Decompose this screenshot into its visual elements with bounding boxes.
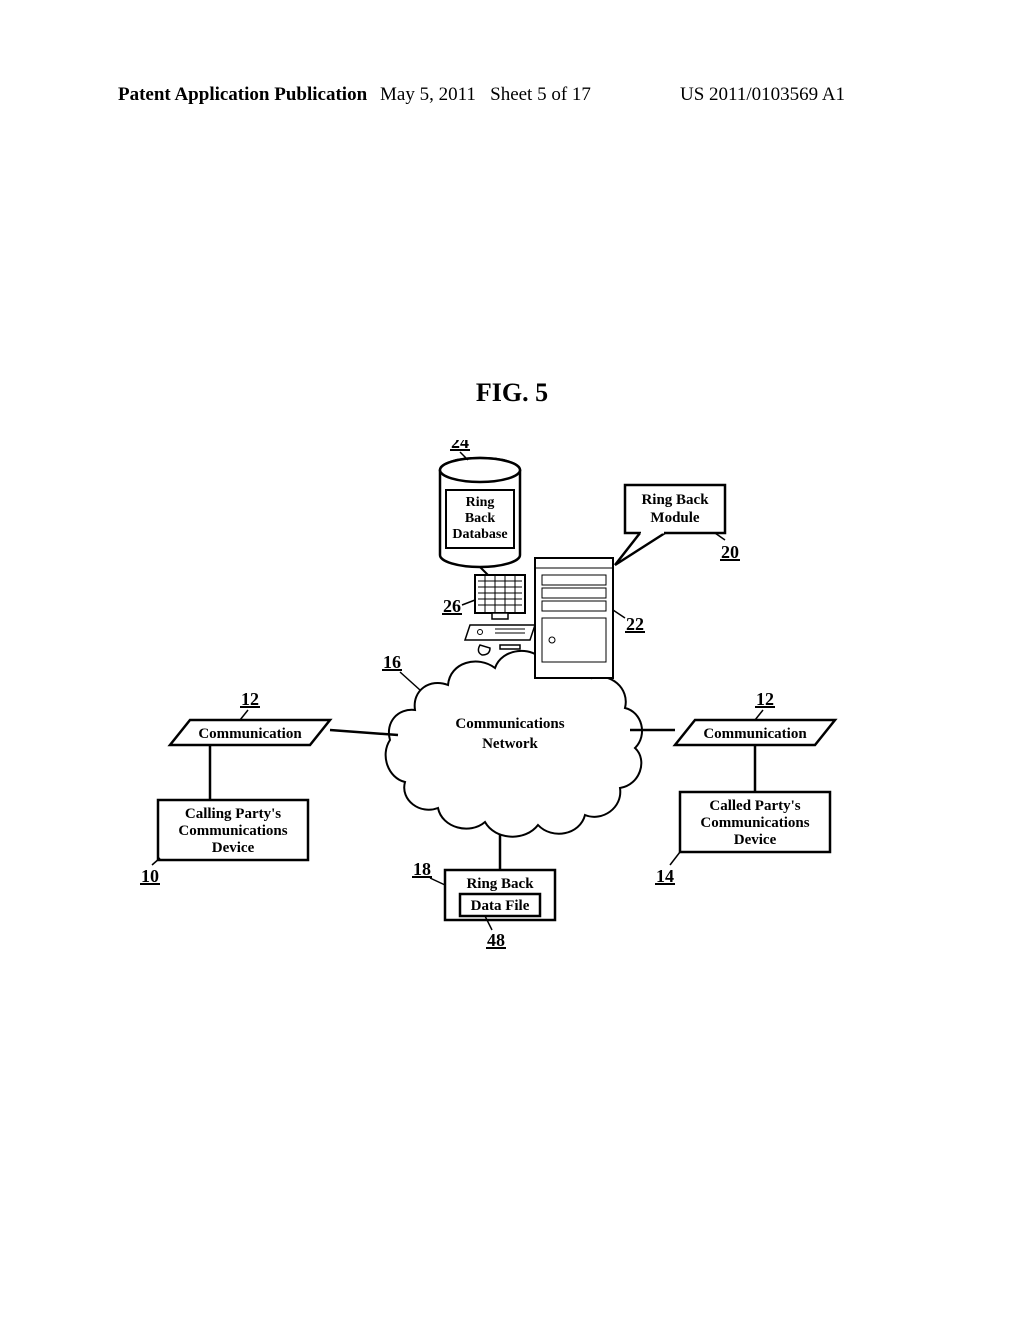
cloud-label-1: Communications xyxy=(455,716,564,732)
line-left-cloud xyxy=(330,730,398,735)
calling-label-l1: Calling Party's xyxy=(185,806,281,822)
db-label-l2: Back xyxy=(465,511,496,526)
diagram-container: Communications Network xyxy=(140,440,884,960)
db-label-l3: Database xyxy=(452,527,507,542)
header-date: May 5, 2011 xyxy=(380,84,476,105)
db-label-l1: Ring xyxy=(466,495,495,510)
called-label-l3: Device xyxy=(734,832,777,848)
datafile-label: Data File xyxy=(471,898,530,914)
header-publication: Patent Application Publication xyxy=(118,84,367,106)
module-label-l2: Module xyxy=(650,510,700,526)
figure-title: FIG. 5 xyxy=(0,378,1024,408)
calling-label-l2: Communications xyxy=(178,823,287,839)
header-date-sheet: May 5, 2011 Sheet 5 of 17 xyxy=(380,84,591,106)
calling-label-l3: Device xyxy=(212,840,255,856)
comm-right-label: Communication xyxy=(703,726,807,742)
called-label-l1: Called Party's xyxy=(709,798,800,814)
diagram-svg: Communications Network xyxy=(140,440,884,960)
comm-left-label: Communication xyxy=(198,726,302,742)
ringback-label: Ring Back xyxy=(466,876,534,892)
module-pointer xyxy=(615,533,665,565)
cloud-label-2: Network xyxy=(482,736,538,752)
header-sheet: Sheet 5 of 17 xyxy=(490,84,591,105)
header-pubnum: US 2011/0103569 A1 xyxy=(680,84,845,106)
server-computer xyxy=(465,558,613,678)
module-label-l1: Ring Back xyxy=(641,492,709,508)
called-label-l2: Communications xyxy=(700,815,809,831)
